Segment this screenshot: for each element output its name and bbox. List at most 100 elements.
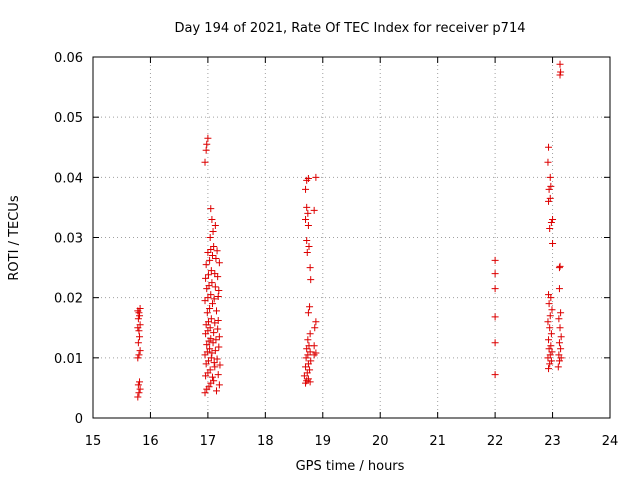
data-point-marker <box>211 283 219 291</box>
data-point-marker <box>549 215 557 223</box>
x-tick-label: 18 <box>257 434 274 449</box>
data-point-marker <box>304 375 312 383</box>
data-point-marker <box>206 366 214 374</box>
data-point-marker <box>546 351 554 359</box>
data-point-marker <box>544 158 552 166</box>
x-tick-label: 21 <box>429 434 446 449</box>
data-point-marker <box>206 324 214 332</box>
data-point-marker <box>202 274 210 282</box>
data-point-marker <box>208 215 216 223</box>
x-tick-label: 17 <box>200 434 217 449</box>
data-point-marker <box>310 206 318 214</box>
data-point-marker <box>210 295 218 303</box>
data-point-marker <box>205 383 213 391</box>
data-point-marker <box>207 291 215 299</box>
data-point-marker <box>202 261 210 269</box>
data-point-marker <box>211 347 219 355</box>
data-point-marker <box>545 336 553 344</box>
data-point-marker <box>548 348 556 356</box>
data-point-marker <box>215 343 223 351</box>
data-point-marker <box>312 349 320 357</box>
data-point-marker <box>204 318 212 326</box>
data-point-marker <box>201 389 209 397</box>
data-point-marker <box>555 315 563 323</box>
data-point-marker <box>305 243 313 251</box>
data-point-marker <box>554 363 562 371</box>
data-point-marker <box>135 351 143 359</box>
data-point-marker <box>135 309 143 317</box>
data-point-marker <box>546 173 554 181</box>
data-point-marker <box>215 381 223 389</box>
data-point-marker <box>555 351 563 359</box>
data-point-marker <box>204 134 212 142</box>
data-point-marker <box>556 324 564 332</box>
data-point-marker <box>557 68 565 76</box>
data-point-marker <box>215 259 223 267</box>
data-point-marker <box>134 339 142 347</box>
data-point-marker <box>212 336 220 344</box>
data-point-marker <box>206 345 214 353</box>
x-tick-label: 15 <box>85 434 102 449</box>
data-point-marker <box>545 197 553 205</box>
x-tick-label: 22 <box>487 434 504 449</box>
data-point-marker <box>546 324 554 332</box>
data-point-marker <box>304 209 312 217</box>
data-point-marker <box>310 342 318 350</box>
x-axis-label: GPS time / hours <box>296 459 405 474</box>
data-point-marker <box>546 360 554 368</box>
data-point-marker <box>211 221 219 229</box>
data-point-marker <box>134 381 142 389</box>
data-point-marker <box>134 354 142 362</box>
data-point-marker <box>203 341 211 349</box>
data-point-marker <box>209 339 217 347</box>
data-point-marker <box>557 333 565 341</box>
data-point-marker <box>544 318 552 326</box>
data-point-marker <box>136 321 144 329</box>
data-point-marker <box>206 256 214 264</box>
data-point-marker <box>312 173 320 181</box>
data-point-marker <box>303 237 311 245</box>
data-point-marker <box>545 300 553 308</box>
plot-frame <box>92 56 611 419</box>
data-point-marker <box>203 309 211 317</box>
data-point-marker <box>306 366 314 374</box>
data-point-marker <box>491 270 499 278</box>
data-point-marker <box>210 359 218 367</box>
data-point-marker <box>306 303 314 311</box>
data-point-marker <box>491 285 499 293</box>
data-point-marker <box>207 246 215 254</box>
x-tick-label: 20 <box>372 434 389 449</box>
data-point-marker <box>302 363 310 371</box>
data-point-marker <box>207 267 215 275</box>
data-point-marker <box>202 146 210 154</box>
data-point-marker <box>547 330 555 338</box>
data-point-marker <box>206 304 214 312</box>
data-point-marker <box>491 371 499 379</box>
y-axis-label: ROTI / TECUs <box>7 195 22 280</box>
data-point-marker <box>201 158 209 166</box>
data-point-marker <box>135 389 143 397</box>
x-tick-labels: 15 16 17 18 19 20 21 22 23 24 <box>85 434 619 449</box>
data-point-marker <box>303 249 311 257</box>
data-point-marker <box>206 234 214 241</box>
data-point-marker <box>207 315 215 323</box>
data-point-marker <box>302 354 310 362</box>
data-point-marker <box>307 357 315 365</box>
data-point-marker <box>134 315 142 323</box>
data-point-marker <box>556 60 564 68</box>
data-point-marker <box>302 215 310 223</box>
data-point-marker <box>208 279 216 287</box>
data-point-marker <box>307 276 315 284</box>
data-point-marker <box>556 71 564 79</box>
data-point-marker <box>214 273 222 281</box>
data-point-marker <box>207 335 215 343</box>
data-point-marker <box>491 313 499 321</box>
data-point-marker <box>545 365 553 373</box>
data-point-marker <box>306 348 314 356</box>
y-tick-labels: 0 0.01 0.02 0.03 0.04 0.05 0.06 <box>54 51 83 427</box>
data-point-marker <box>216 361 224 369</box>
data-point-marker <box>548 306 556 314</box>
data-point-marker <box>213 307 221 315</box>
data-point-marker <box>555 264 563 272</box>
